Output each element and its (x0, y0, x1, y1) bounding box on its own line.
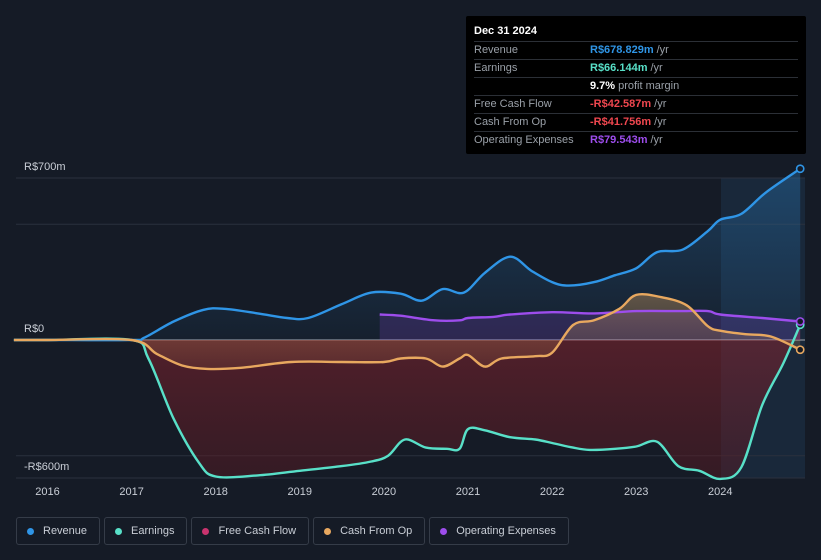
tooltip-row: Earnings R$66.144m/yr (474, 60, 798, 78)
tooltip-label: Free Cash Flow (474, 98, 552, 110)
series-lines (13, 167, 802, 481)
legend-item-revenue[interactable]: Revenue (16, 517, 101, 545)
revenue-area (13, 168, 801, 341)
tooltip-unit: /yr (654, 116, 667, 128)
legend-label: Operating Expenses (456, 525, 556, 537)
x-tick-2018: 2018 (203, 486, 227, 498)
x-tick-2021: 2021 (456, 486, 480, 498)
x-tick-2024: 2024 (708, 486, 732, 498)
y-label-bottom: -R$600m (24, 461, 69, 473)
cash-from-op-end-marker (795, 345, 805, 355)
legend: Revenue Earnings Free Cash Flow Cash From O… (16, 517, 569, 545)
tooltip-unit: profit margin (618, 80, 680, 92)
tooltip-label: Cash From Op (474, 116, 547, 128)
legend-label: Revenue (43, 525, 88, 537)
legend-dot-icon (202, 527, 210, 535)
legend-label: Free Cash Flow (218, 525, 297, 537)
x-tick-2019: 2019 (288, 486, 312, 498)
tooltip-label: Earnings (474, 62, 518, 74)
tooltip-value: 9.7% (590, 80, 616, 92)
operating-expenses-line (379, 309, 801, 323)
end-markers (795, 164, 805, 355)
legend-item-operating-expenses[interactable]: Operating Expenses (429, 517, 569, 545)
cash-from-op-area (13, 294, 801, 370)
tooltip-value: -R$42.587m (590, 98, 652, 110)
tooltip-value: -R$41.756m (590, 116, 652, 128)
x-tick-2022: 2022 (540, 486, 564, 498)
legend-dot-icon (440, 527, 448, 535)
cash-from-op-line (13, 292, 801, 371)
tooltip-date: Dec 31 2024 (474, 24, 798, 42)
y-label-zero: R$0 (24, 323, 44, 335)
legend-dot-icon (324, 527, 332, 535)
x-axis-ticks: 2016 2017 2018 2019 2020 2021 2022 2023 2024 (35, 486, 732, 498)
tooltip-unit: /yr (650, 134, 663, 146)
tooltip-row: Cash From Op -R$41.756m/yr (474, 114, 798, 132)
tooltip-row: Operating Expenses R$79.543m/yr (474, 132, 798, 149)
tooltip-value: R$678.829m (590, 44, 654, 56)
tooltip-value: R$66.144m (590, 62, 648, 74)
legend-item-free-cash-flow[interactable]: Free Cash Flow (191, 517, 310, 545)
tooltip-unit: /yr (650, 62, 663, 74)
operating-expenses-end-marker (795, 317, 805, 326)
tooltip-row: Free Cash Flow -R$42.587m/yr (474, 96, 798, 114)
legend-label: Earnings (131, 525, 175, 537)
y-label-top: R$700m (24, 161, 66, 173)
tooltip-row: 9.7% profit margin (474, 78, 798, 96)
tooltip-label: Operating Expenses (474, 134, 574, 146)
revenue-line (13, 167, 801, 342)
financial-chart: R$700m R$0 -R$600m 2016 2017 2018 2019 2020 2… (13, 161, 805, 498)
earnings-line (13, 324, 802, 481)
x-tick-2020: 2020 (372, 486, 396, 498)
legend-label: Cash From Op (340, 525, 413, 537)
series-areas (13, 168, 801, 479)
legend-item-earnings[interactable]: Earnings (104, 517, 188, 545)
tooltip-unit: /yr (656, 44, 669, 56)
tooltip-row: Revenue R$678.829m/yr (474, 42, 798, 60)
x-tick-2017: 2017 (119, 486, 143, 498)
legend-dot-icon (27, 527, 34, 535)
x-tick-2023: 2023 (624, 486, 648, 498)
tooltip-unit: /yr (654, 98, 667, 110)
legend-item-cash-from-op[interactable]: Cash From Op (313, 517, 426, 545)
tooltip: Dec 31 2024 Revenue R$678.829m/yr Earnings… (466, 16, 806, 154)
legend-dot-icon (115, 527, 123, 535)
tooltip-value: R$79.543m (590, 134, 648, 146)
revenue-end-marker (795, 164, 805, 174)
x-tick-2016: 2016 (35, 486, 59, 498)
tooltip-label (474, 78, 590, 95)
tooltip-label: Revenue (474, 44, 519, 56)
